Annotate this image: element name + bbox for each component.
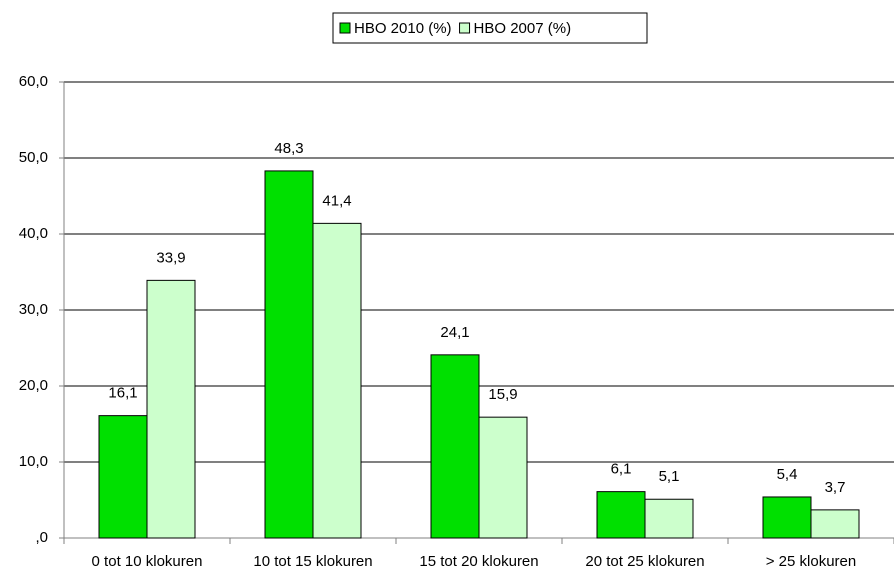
x-tick-label: 10 tot 15 klokuren	[253, 553, 372, 570]
legend-label: HBO 2007 (%)	[474, 20, 572, 37]
legend-box	[332, 12, 648, 44]
y-tick-label: 20,0	[19, 377, 48, 394]
y-tick-label: 40,0	[19, 225, 48, 242]
y-tick-label: 30,0	[19, 301, 48, 318]
x-tick-label: > 25 klokuren	[766, 553, 856, 570]
data-label: 6,1	[611, 461, 632, 478]
bar	[478, 416, 528, 539]
legend-label: HBO 2010 (%)	[354, 20, 452, 37]
legend-swatch	[459, 22, 471, 34]
bar	[596, 491, 646, 539]
data-label: 16,1	[108, 385, 137, 402]
x-tick-label: 20 tot 25 klokuren	[585, 553, 704, 570]
bar	[644, 498, 694, 539]
bar	[810, 509, 860, 539]
data-label: 24,1	[440, 324, 469, 341]
y-tick-label: 10,0	[19, 453, 48, 470]
legend-swatch	[339, 22, 351, 34]
x-tick-label: 0 tot 10 klokuren	[92, 553, 203, 570]
bar	[98, 415, 148, 539]
data-label: 48,3	[274, 140, 303, 157]
data-label: 5,1	[659, 468, 680, 485]
bar	[762, 496, 812, 539]
data-label: 5,4	[777, 466, 798, 483]
bar	[264, 170, 314, 539]
data-label: 15,9	[488, 386, 517, 403]
bar	[312, 222, 362, 539]
bar	[146, 279, 196, 539]
data-label: 41,4	[322, 192, 351, 209]
data-label: 33,9	[156, 249, 185, 266]
x-tick-label: 15 tot 20 klokuren	[419, 553, 538, 570]
bar	[430, 354, 480, 539]
y-tick-label: 60,0	[19, 73, 48, 90]
y-tick-label: 50,0	[19, 149, 48, 166]
data-label: 3,7	[825, 479, 846, 496]
y-tick-label: ,0	[35, 529, 48, 546]
